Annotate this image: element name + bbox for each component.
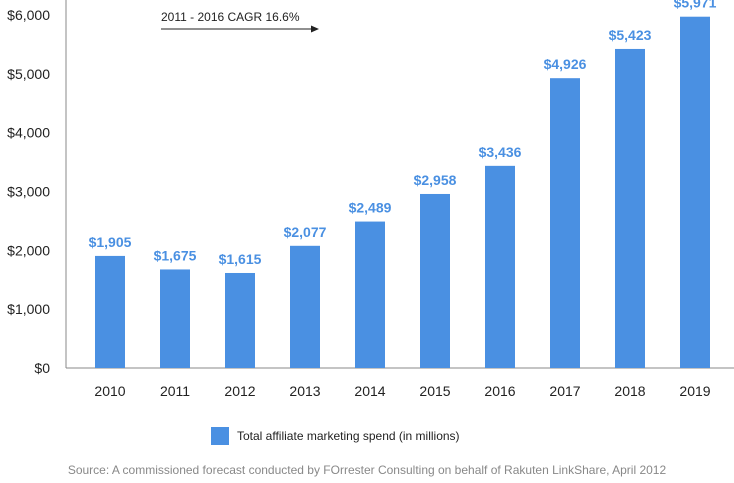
data-label: $1,615: [219, 251, 262, 267]
x-tick-label: 2016: [484, 383, 515, 399]
x-tick-label: 2011: [160, 383, 190, 399]
bar: [355, 221, 385, 368]
legend: Total affiliate marketing spend (in mill…: [211, 427, 460, 445]
data-label: $3,436: [479, 144, 522, 160]
y-tick-label: $1,000: [7, 301, 50, 317]
data-label: $4,926: [544, 56, 587, 72]
data-label: $1,675: [154, 247, 197, 263]
x-tick-label: 2012: [224, 383, 255, 399]
x-tick-label: 2019: [679, 383, 710, 399]
x-tick-label: 2010: [94, 383, 125, 399]
cagr-annotation-text: 2011 - 2016 CAGR 16.6%: [161, 10, 300, 24]
data-label: $5,971: [674, 0, 717, 11]
bars: $1,905 $1,675 $1,615 $2,077 $2,489 $2,958 $3,4…: [89, 0, 717, 368]
legend-swatch: [211, 427, 229, 445]
data-label: $1,905: [89, 234, 132, 250]
data-label: $2,958: [414, 172, 457, 188]
y-tick-label: $4,000: [7, 125, 50, 141]
data-label: $2,489: [349, 200, 392, 216]
cagr-annotation: 2011 - 2016 CAGR 16.6%: [161, 10, 319, 33]
legend-label: Total affiliate marketing spend (in mill…: [237, 429, 460, 443]
bar: [680, 16, 710, 368]
x-axis: 2010 2011 2012 2013 2014 2015 2016 2017 2018 2019: [94, 383, 710, 399]
y-tick-label: $0: [34, 360, 50, 376]
bar: [290, 245, 320, 368]
bar: [225, 272, 255, 368]
bar: [485, 165, 515, 368]
source-note: Source: A commissioned forecast conducte…: [67, 463, 667, 477]
y-axis: $0 $1,000 $2,000 $3,000 $4,000 $5,000 $6,000: [7, 7, 50, 376]
x-tick-label: 2015: [419, 383, 450, 399]
data-label: $5,423: [609, 27, 652, 43]
bar: [550, 78, 580, 368]
x-tick-label: 2017: [549, 383, 580, 399]
x-tick-label: 2018: [614, 383, 645, 399]
y-tick-label: $2,000: [7, 242, 50, 258]
y-tick-label: $5,000: [7, 66, 50, 82]
x-tick-label: 2013: [289, 383, 320, 399]
bar: [420, 193, 450, 368]
cagr-arrow-head: [311, 25, 319, 33]
bar: [95, 255, 125, 368]
bar: [615, 48, 645, 368]
bar-chart: $0 $1,000 $2,000 $3,000 $4,000 $5,000 $6,000 $…: [7, 0, 734, 399]
data-label: $2,077: [284, 224, 327, 240]
bar: [160, 269, 190, 368]
y-tick-label: $6,000: [7, 7, 50, 23]
x-tick-label: 2014: [354, 383, 385, 399]
y-tick-label: $3,000: [7, 184, 50, 200]
